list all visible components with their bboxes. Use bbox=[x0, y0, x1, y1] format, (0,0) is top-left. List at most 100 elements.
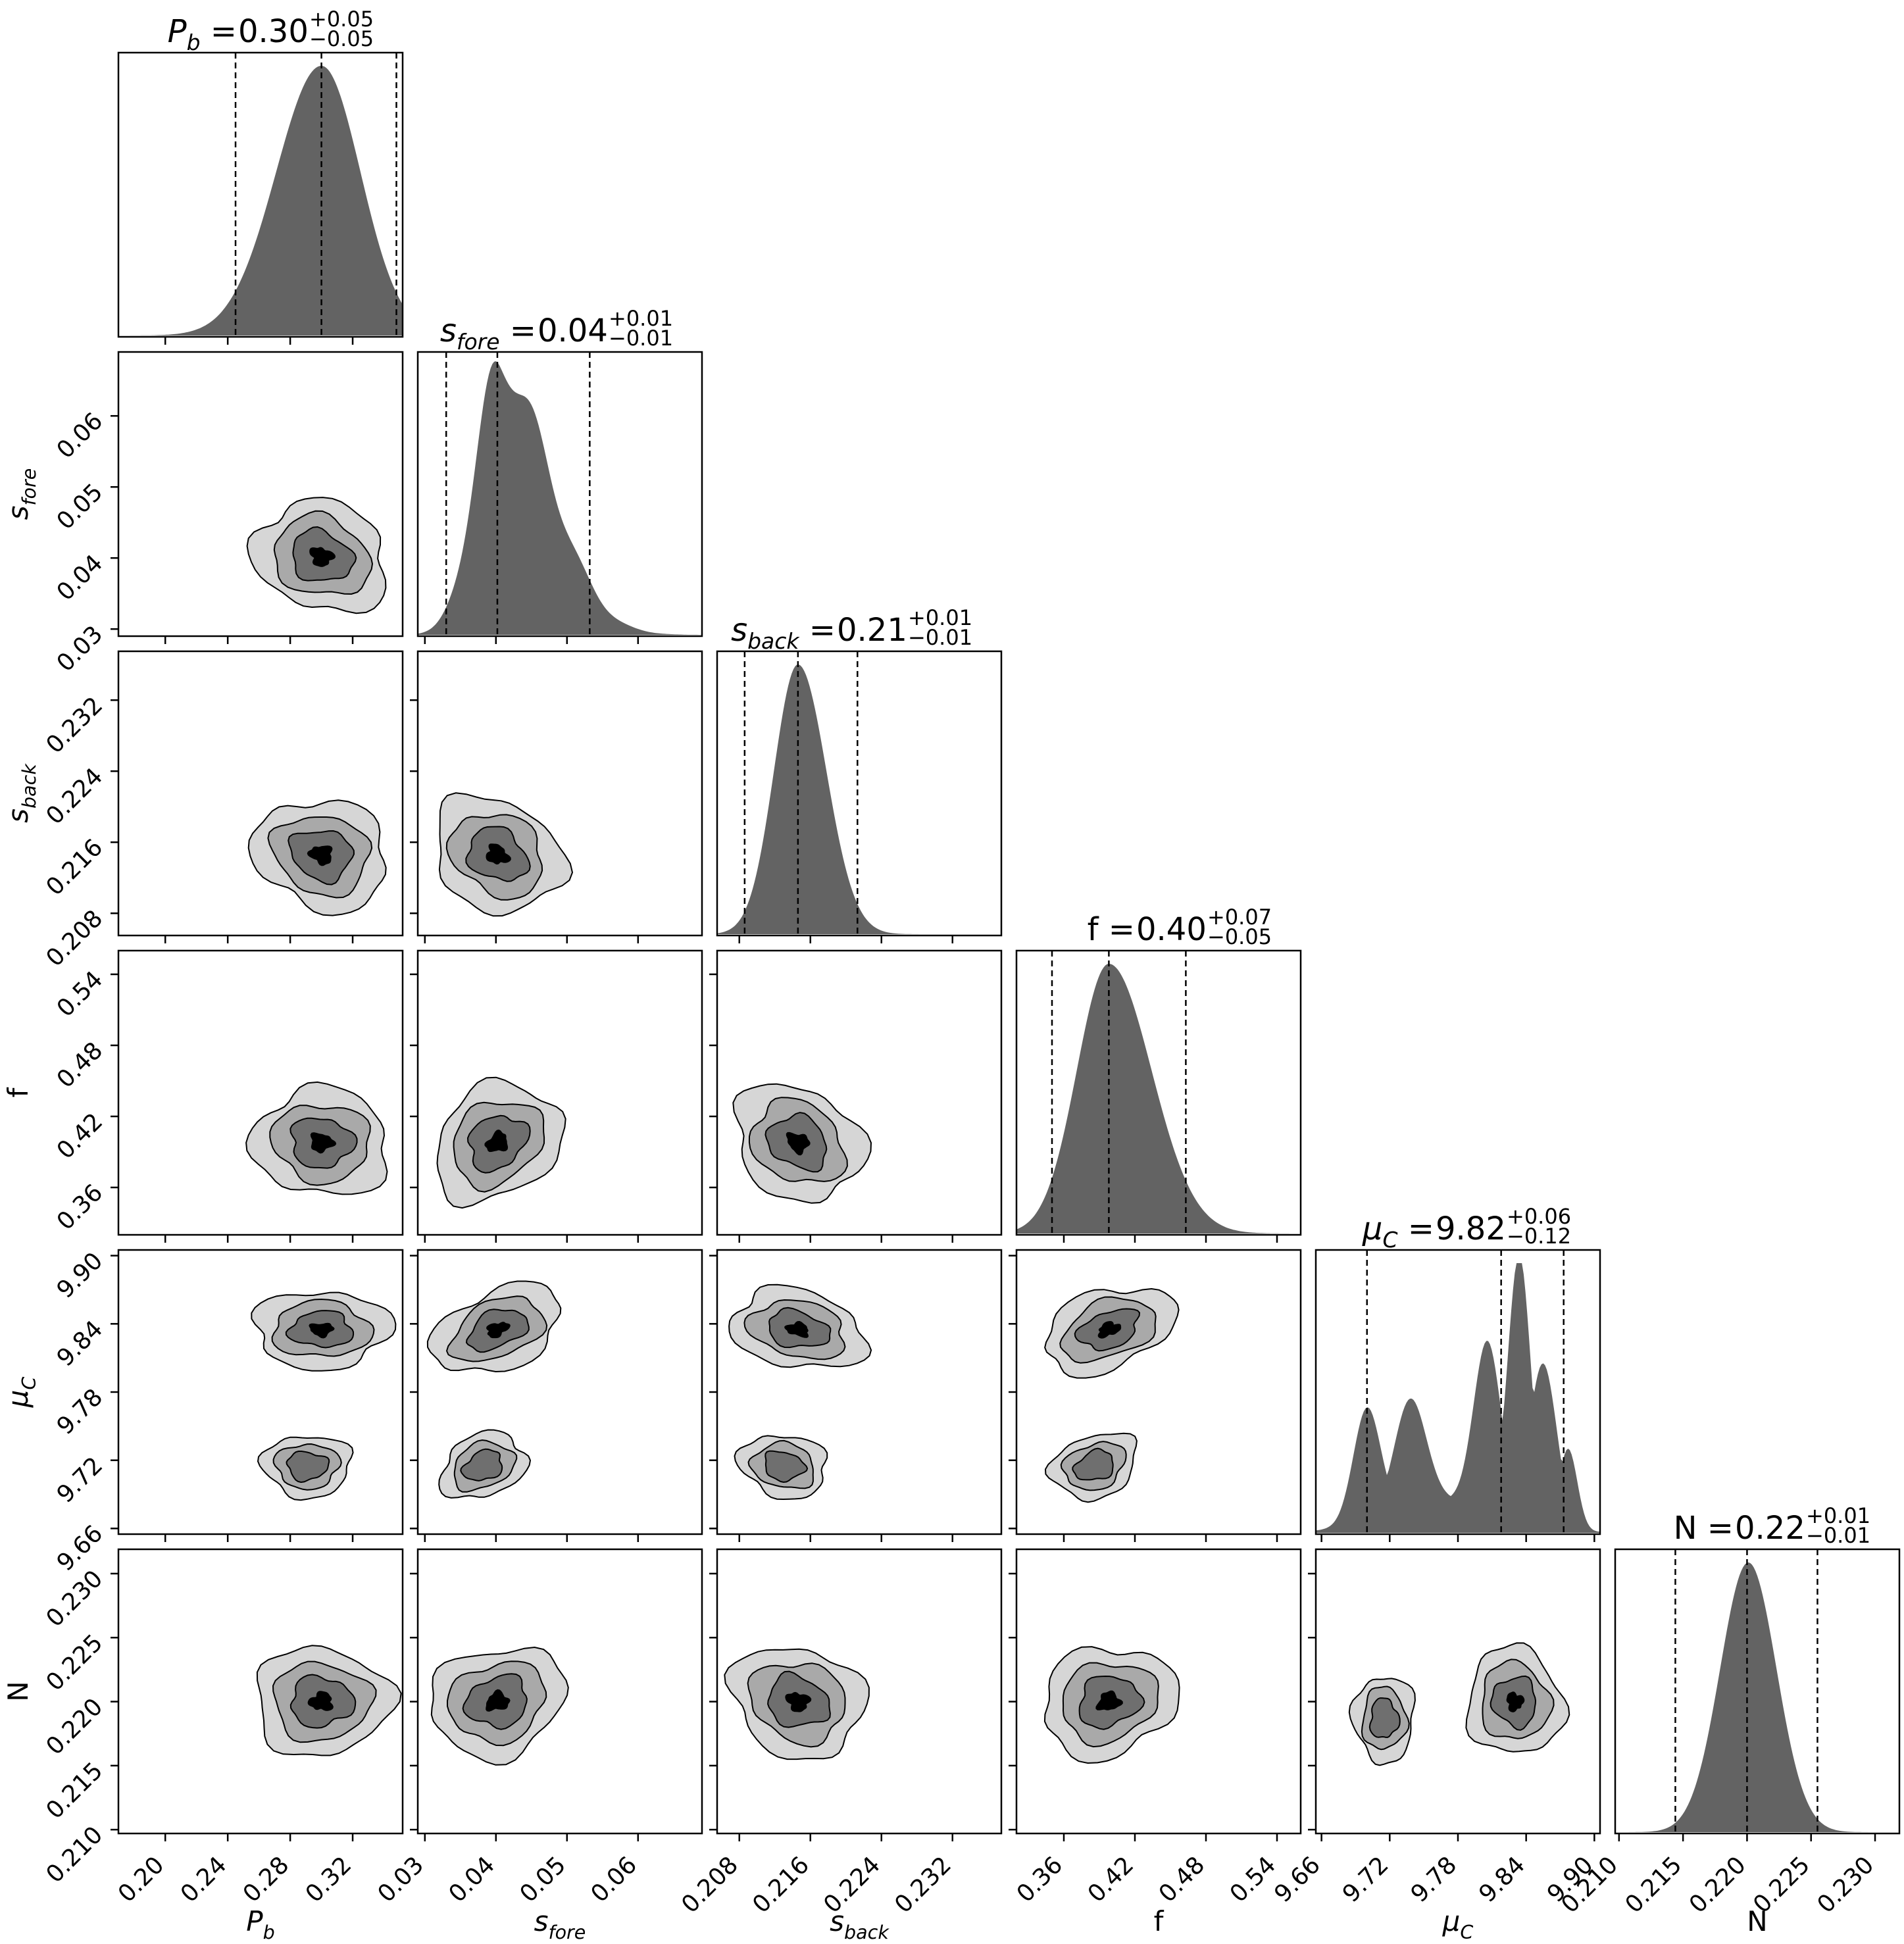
title-median: 0.30 bbox=[238, 13, 309, 50]
y-axis-label-f: f bbox=[2, 1087, 34, 1097]
y-tick-label: 0.215 bbox=[41, 1757, 108, 1824]
x-tick-label: 0.216 bbox=[747, 1851, 814, 1918]
title-minus: −0.01 bbox=[609, 326, 673, 351]
panel-content bbox=[430, 1646, 569, 1766]
y-tick-label: 0.208 bbox=[41, 905, 108, 972]
x-tick-label: 0.24 bbox=[176, 1851, 232, 1908]
x-axis-label-N: N bbox=[1747, 1905, 1767, 1937]
x-axis-label-f: f bbox=[1154, 1905, 1165, 1937]
panel-content bbox=[118, 53, 403, 337]
y-axis-label-sfore: sfore bbox=[2, 468, 40, 520]
title-plus: +0.01 bbox=[1806, 1503, 1870, 1528]
contour-level-4 bbox=[309, 1322, 335, 1339]
x-tick-label: 0.54 bbox=[1225, 1851, 1282, 1908]
panel-frame bbox=[117, 351, 404, 637]
title-muC: μC = 9.82 +0.06−0.12 bbox=[1362, 1204, 1571, 1253]
contour-level-4 bbox=[307, 845, 333, 866]
y-tick-label: 0.225 bbox=[41, 1630, 108, 1697]
panel-frame bbox=[117, 1249, 404, 1535]
hist-panel-sback bbox=[716, 650, 1003, 943]
title-lhs: sfore = bbox=[440, 312, 536, 355]
panel-content bbox=[1044, 1287, 1180, 1503]
x-tick-label: 0.215 bbox=[1620, 1851, 1688, 1918]
hist-panel-sfore bbox=[416, 351, 703, 644]
title-minus: −0.01 bbox=[908, 625, 972, 650]
y-tick-label: 0.216 bbox=[41, 834, 108, 901]
title-median: 0.04 bbox=[538, 312, 608, 349]
y-tick-label: 9.90 bbox=[52, 1247, 109, 1304]
x-tick-label: 0.03 bbox=[372, 1851, 429, 1908]
contour-level-4 bbox=[486, 1322, 511, 1339]
panel-content bbox=[247, 799, 387, 916]
title-sback: sback = 0.21 +0.01−0.01 bbox=[731, 605, 972, 654]
panel-frame bbox=[416, 351, 703, 637]
y-tick-label: 0.36 bbox=[52, 1179, 109, 1235]
histogram-sback bbox=[717, 664, 1001, 934]
title-plus: +0.06 bbox=[1507, 1204, 1571, 1229]
histogram-muC bbox=[1316, 1263, 1600, 1533]
y-tick-label: 0.230 bbox=[41, 1565, 108, 1632]
x-tick-label: 0.06 bbox=[586, 1851, 642, 1908]
panel-content bbox=[426, 1280, 562, 1499]
y-axis-label-sback: sback bbox=[2, 763, 40, 823]
panel-content bbox=[732, 1083, 872, 1204]
x-tick-label: 0.220 bbox=[1684, 1851, 1751, 1918]
y-tick-label: 0.06 bbox=[52, 408, 109, 464]
x-axis-label-Pb: Pb bbox=[246, 1905, 274, 1943]
title-median: 9.82 bbox=[1436, 1210, 1506, 1247]
y-tick-label: 9.66 bbox=[52, 1520, 109, 1577]
panel-content bbox=[724, 1648, 870, 1760]
panel-frame bbox=[117, 650, 404, 937]
panel-content bbox=[246, 497, 387, 614]
histogram-Pb bbox=[118, 66, 403, 336]
panel-content bbox=[1348, 1642, 1570, 1766]
panel-content bbox=[1316, 1250, 1600, 1534]
contour-panel-f-muC bbox=[1009, 1249, 1302, 1542]
title-minus: −0.12 bbox=[1507, 1224, 1571, 1249]
y-axis-label-muC: μC bbox=[2, 1377, 40, 1408]
contour-level-4 bbox=[486, 843, 511, 865]
y-tick-label: 0.210 bbox=[41, 1822, 108, 1889]
panel-content bbox=[245, 1081, 388, 1195]
y-tick-label: 0.54 bbox=[52, 966, 109, 1022]
panel-content bbox=[438, 792, 574, 917]
y-tick-label: 9.84 bbox=[52, 1316, 109, 1372]
panel-frame bbox=[416, 1548, 703, 1835]
histogram-sfore bbox=[418, 361, 702, 635]
panel-frame bbox=[716, 650, 1003, 937]
plot-area: 0.030.040.050.060.2080.2160.2240.2320.36… bbox=[2, 7, 1901, 1943]
histogram-N bbox=[1615, 1562, 1899, 1832]
contour-panel-Pb-muC: 9.66 9.72 9.78 9.84 9.90 bbox=[52, 1247, 404, 1577]
panel-content bbox=[251, 1291, 397, 1501]
title-plus: +0.01 bbox=[609, 306, 673, 331]
contour-level-4 bbox=[786, 1132, 811, 1156]
x-tick-label: 0.20 bbox=[113, 1851, 170, 1908]
panel-frame bbox=[716, 1548, 1003, 1835]
panel-content bbox=[418, 352, 702, 636]
contour-level-4 bbox=[1097, 1321, 1122, 1339]
panel-content bbox=[1615, 1549, 1899, 1833]
x-tick-label: 0.04 bbox=[443, 1851, 500, 1908]
hist-panel-Pb bbox=[117, 51, 404, 345]
x-tick-label: 0.232 bbox=[889, 1851, 957, 1918]
contour-panel-f-N: 0.36 0.42 0.48 0.54 bbox=[1009, 1548, 1302, 1908]
contour-level-4 bbox=[309, 547, 336, 567]
panel-frame bbox=[117, 949, 404, 1236]
contour-panel-sfore-f bbox=[410, 949, 703, 1243]
contour-panel-Pb-sfore: 0.03 0.04 0.05 0.06 bbox=[52, 351, 404, 677]
title-lhs: Pb = bbox=[168, 13, 237, 55]
contour-panel-muC-N: 9.66 9.72 9.78 9.84 9.90 bbox=[1269, 1548, 1601, 1908]
title-lhs: f = bbox=[1088, 911, 1135, 948]
panel-content bbox=[256, 1645, 402, 1757]
title-minus: −0.01 bbox=[1806, 1523, 1870, 1548]
contour-level-4 bbox=[484, 1130, 509, 1153]
contour-panel-sback-muC bbox=[709, 1249, 1003, 1542]
panel-frame bbox=[117, 1548, 404, 1835]
x-tick-label: 0.05 bbox=[514, 1851, 571, 1908]
x-tick-label: 0.230 bbox=[1813, 1851, 1880, 1918]
y-tick-label: 0.48 bbox=[52, 1037, 109, 1093]
x-tick-label: 0.32 bbox=[301, 1851, 357, 1908]
hist-panel-muC bbox=[1315, 1249, 1601, 1542]
y-axis-label-N: N bbox=[2, 1681, 34, 1701]
